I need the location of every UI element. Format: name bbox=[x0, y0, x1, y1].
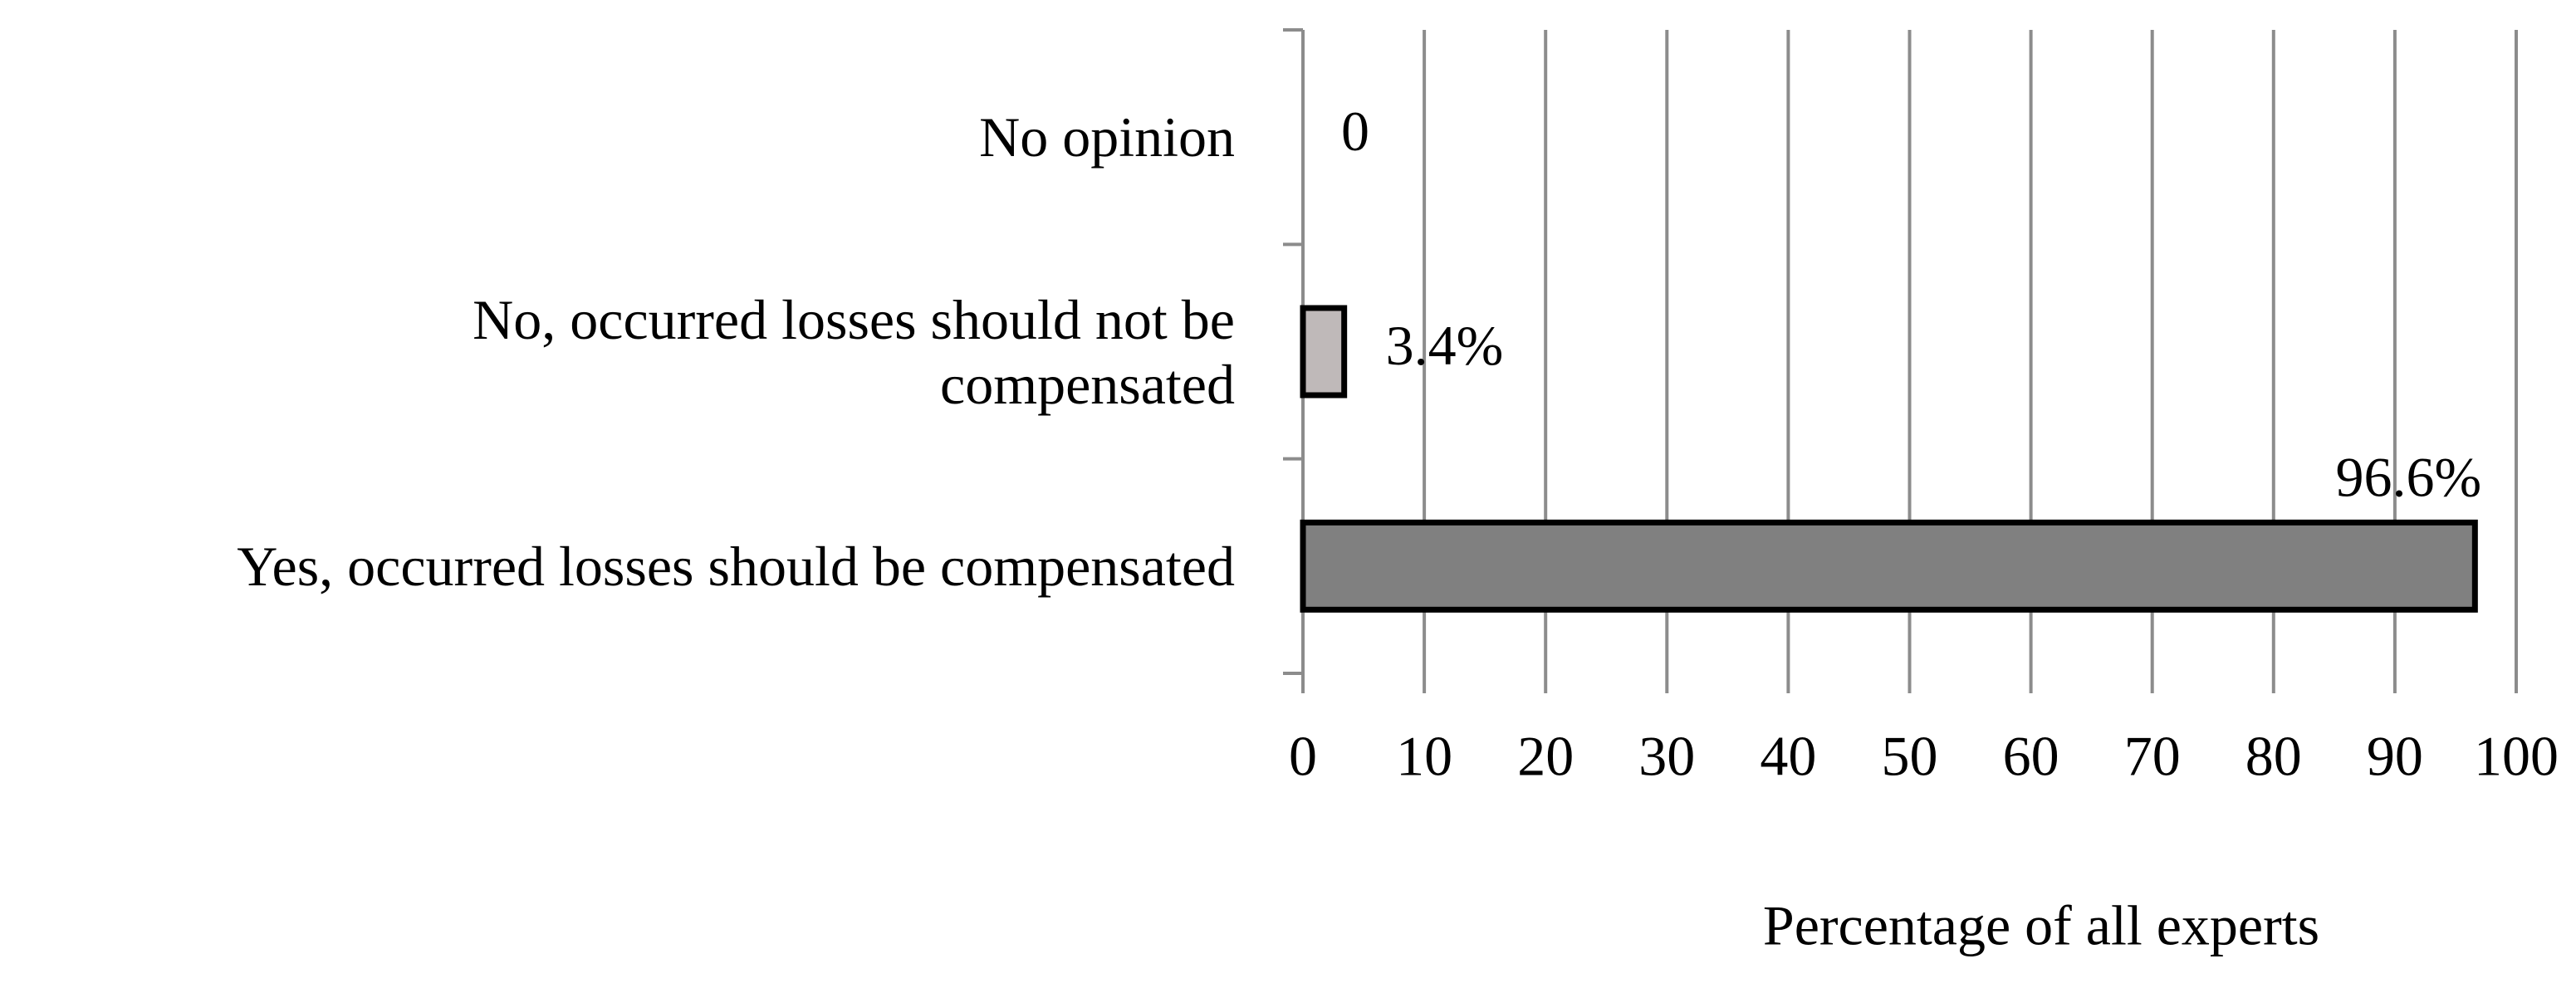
y-tick-label: No, occurred losses should not be compen… bbox=[473, 287, 1235, 416]
value-label: 3.4% bbox=[1386, 314, 1504, 377]
value-label: 96.6% bbox=[2335, 445, 2481, 508]
x-axis-label: Percentage of all experts bbox=[1763, 894, 2319, 957]
bar bbox=[1300, 519, 2478, 613]
bar bbox=[1300, 305, 1348, 399]
y-tick-label: Yes, occurred losses should be compensat… bbox=[237, 534, 1235, 598]
x-tick-label: 90 bbox=[2367, 725, 2423, 788]
x-tick-label: 50 bbox=[1882, 725, 1938, 788]
x-tick-label: 20 bbox=[1517, 725, 1574, 788]
x-tick-label: 10 bbox=[1396, 725, 1452, 788]
y-tick-label: No opinion bbox=[979, 105, 1235, 169]
x-tick-label: 0 bbox=[1289, 725, 1317, 788]
x-tick-label: 100 bbox=[2474, 725, 2559, 788]
x-tick-label: 30 bbox=[1638, 725, 1695, 788]
x-tick-label: 40 bbox=[1760, 725, 1816, 788]
x-tick-label: 80 bbox=[2245, 725, 2302, 788]
value-label: 0 bbox=[1341, 100, 1369, 163]
x-tick-label: 70 bbox=[2124, 725, 2181, 788]
x-tick-label: 60 bbox=[2003, 725, 2059, 788]
